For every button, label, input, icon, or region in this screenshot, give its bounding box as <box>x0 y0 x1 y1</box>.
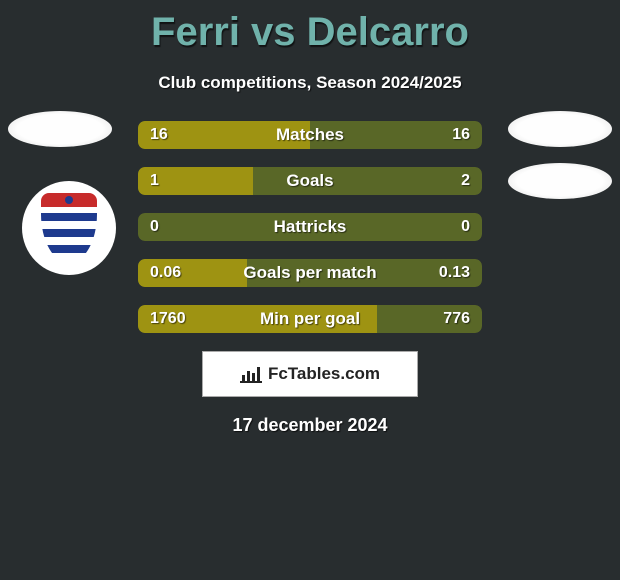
stat-bar: 16Matches16 <box>138 121 482 149</box>
bar-label: Hattricks <box>138 213 482 241</box>
bar-chart-icon <box>240 365 262 383</box>
bar-label: Goals <box>138 167 482 195</box>
stat-bar: 0.06Goals per match0.13 <box>138 259 482 287</box>
player-right-portrait <box>508 111 612 147</box>
stat-bar: 0Hattricks0 <box>138 213 482 241</box>
stat-bar: 1Goals2 <box>138 167 482 195</box>
footer-brand-box[interactable]: FcTables.com <box>202 351 418 397</box>
bar-value-right: 2 <box>461 167 470 195</box>
player-right-portrait-secondary <box>508 163 612 199</box>
club-badge-left <box>22 181 116 275</box>
stat-bar: 1760Min per goal776 <box>138 305 482 333</box>
subtitle: Club competitions, Season 2024/2025 <box>0 73 620 93</box>
page-title: Ferri vs Delcarro <box>0 0 620 55</box>
footer-brand-text: FcTables.com <box>268 364 380 384</box>
player-left-portrait <box>8 111 112 147</box>
bar-label: Min per goal <box>138 305 482 333</box>
bar-value-right: 776 <box>443 305 470 333</box>
bar-value-right: 0 <box>461 213 470 241</box>
stat-bars: 16Matches16 1Goals2 0Hattricks0 0.06Goals p… <box>138 121 482 333</box>
bar-value-right: 16 <box>452 121 470 149</box>
footer-date: 17 december 2024 <box>0 415 620 436</box>
bar-label: Goals per match <box>138 259 482 287</box>
comparison-chart: 16Matches16 1Goals2 0Hattricks0 0.06Goals p… <box>0 121 620 333</box>
shield-icon <box>41 193 97 263</box>
bar-value-right: 0.13 <box>439 259 470 287</box>
bar-label: Matches <box>138 121 482 149</box>
